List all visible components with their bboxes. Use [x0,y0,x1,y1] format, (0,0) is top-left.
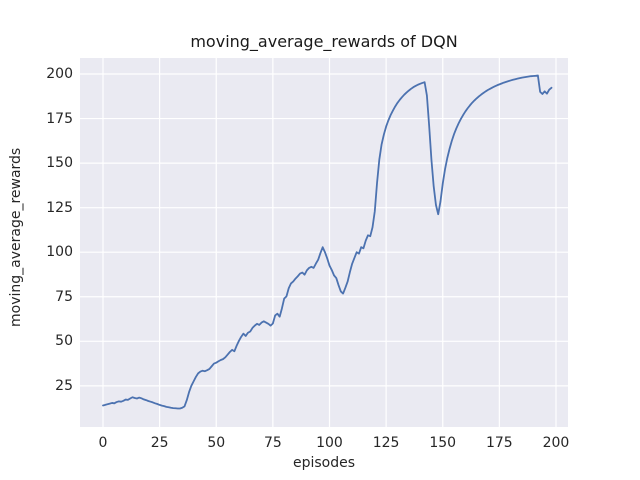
y-tick-label: 100 [46,244,73,261]
y-tick-label: 150 [46,155,73,172]
x-tick-label: 50 [207,435,226,451]
y-tick-label: 125 [46,199,73,216]
x-tick-label: 175 [485,435,513,451]
x-tick-label: 100 [316,435,343,451]
x-axis-label: episodes [292,455,356,471]
x-tick-label: 125 [372,435,400,451]
y-tick-label: 25 [55,377,73,394]
y-tick-label: 50 [55,333,73,350]
y-tick-label: 175 [46,110,73,127]
y-tick-label: 75 [55,288,73,305]
line-chart-canvas [80,58,568,427]
x-tick-label: 150 [429,435,457,451]
plot-area [80,58,568,427]
chart-title: moving_average_rewards of DQN [190,32,458,51]
x-tick-label: 0 [98,435,108,451]
x-tick-label: 75 [263,435,282,451]
y-tick-label: 200 [46,66,73,83]
y-axis-label: moving_average_rewards [8,147,24,327]
x-tick-label: 25 [150,435,169,451]
x-tick-label: 200 [542,435,570,451]
reward-line-series [102,74,553,410]
